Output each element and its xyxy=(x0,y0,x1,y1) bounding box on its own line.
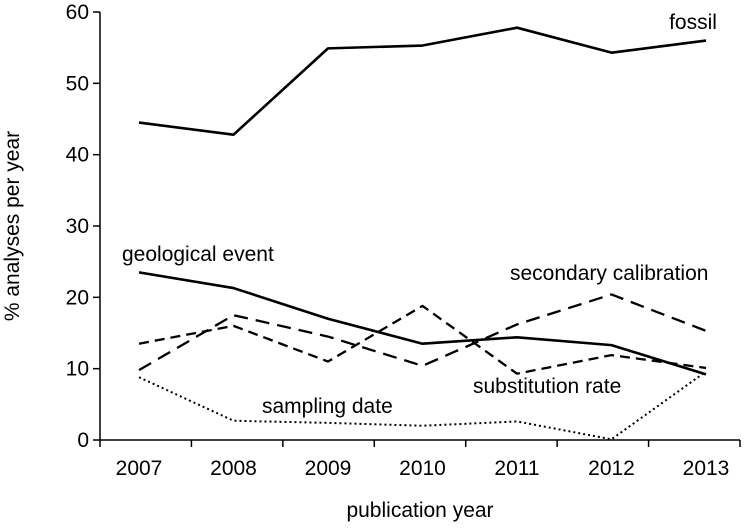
x-tick-label: 2009 xyxy=(305,457,352,480)
x-axis-title: publication year xyxy=(346,499,493,522)
series-label-secondary-calibration: secondary calibration xyxy=(510,262,708,285)
y-tick-label: 20 xyxy=(66,286,89,309)
ticks-layer: 0 10 20 30 40 50 60 2007 2008 2009 2010 2011 2012 201… xyxy=(66,1,741,480)
labels-layer: fossil geological event secondary calibrat… xyxy=(122,11,717,418)
y-tick-label: 0 xyxy=(77,429,89,452)
y-axis-title: % analyses per year xyxy=(1,131,24,321)
axes-layer xyxy=(99,12,740,441)
y-tick-label: 40 xyxy=(66,144,89,167)
x-tick-label: 2007 xyxy=(116,457,163,480)
y-tick-label: 10 xyxy=(66,358,89,381)
series-line-fossil xyxy=(138,26,707,136)
series-line-geological-event xyxy=(138,271,707,376)
series-label-geological-event: geological event xyxy=(122,243,274,266)
x-tick-label: 2012 xyxy=(588,457,635,480)
series-layer xyxy=(138,26,707,441)
series-line-secondary-calibration xyxy=(138,293,707,372)
y-tick-label: 30 xyxy=(66,215,89,238)
x-tick-label: 2011 xyxy=(494,457,539,480)
series-label-fossil: fossil xyxy=(669,11,717,34)
series-label-substitution-rate: substitution rate xyxy=(473,375,621,398)
x-tick-label: 2010 xyxy=(399,457,446,480)
series-line-substitution-rate xyxy=(138,304,707,375)
y-tick-label: 60 xyxy=(66,1,89,24)
y-tick-label: 50 xyxy=(66,72,89,95)
x-tick-label: 2008 xyxy=(210,457,257,480)
x-tick-label: 2013 xyxy=(683,457,730,480)
series-label-sampling-date: sampling date xyxy=(262,395,393,418)
